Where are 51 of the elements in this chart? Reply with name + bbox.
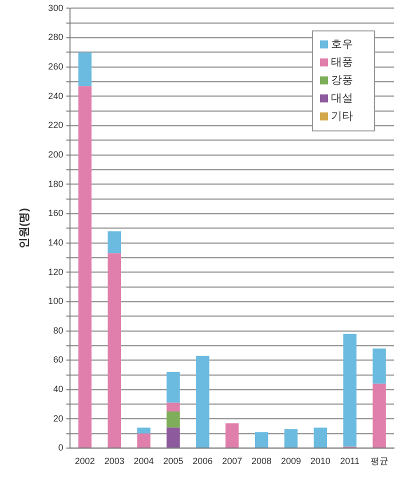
legend-label: 태풍	[331, 56, 353, 68]
legend-label: 강풍	[331, 74, 353, 86]
bar	[166, 372, 180, 403]
y-tick-label: 0	[58, 442, 64, 453]
legend-label: 기타	[331, 110, 353, 122]
legend-label: 대설	[331, 92, 353, 104]
x-tick-label: 2004	[134, 456, 154, 466]
bar	[343, 334, 356, 447]
y-tick-label: 300	[48, 2, 64, 13]
bar	[108, 231, 121, 254]
bar	[137, 434, 150, 448]
y-tick-label: 20	[53, 413, 64, 424]
y-tick-label: 260	[48, 62, 64, 72]
y-tick-label: 40	[53, 384, 64, 394]
bar	[166, 412, 180, 428]
y-tick-label: 220	[48, 120, 64, 130]
bar	[372, 384, 386, 448]
x-tick-label: 2009	[280, 456, 301, 466]
bar	[254, 432, 268, 448]
bar	[78, 86, 92, 448]
bar	[284, 429, 298, 448]
x-tick-label: 2007	[222, 456, 242, 466]
bar	[166, 402, 180, 412]
x-tick-label: 평균	[370, 456, 388, 466]
x-tick-label: 2008	[252, 456, 272, 466]
y-axis-title: 인원(명)	[18, 208, 31, 248]
y-tick-label: 180	[48, 178, 64, 189]
bar	[137, 428, 150, 434]
bar	[78, 52, 92, 86]
y-tick-label: 120	[48, 266, 64, 277]
y-tick-label: 240	[48, 90, 64, 101]
x-tick-label: 2010	[310, 456, 330, 466]
bar	[196, 356, 210, 448]
legend-label: 호우	[331, 38, 353, 50]
x-tick-label: 2006	[192, 456, 213, 466]
x-tick-label: 2002	[74, 456, 95, 466]
y-tick-label: 200	[48, 149, 64, 160]
x-tick-label: 2011	[340, 456, 360, 466]
y-tick-label: 80	[53, 325, 64, 336]
bar	[108, 253, 121, 448]
bar	[314, 428, 328, 448]
x-tick-label: 2003	[104, 456, 124, 466]
bar	[166, 428, 180, 448]
y-tick-label: 140	[48, 237, 64, 248]
y-tick-label: 160	[48, 208, 64, 218]
y-tick-label: 60	[53, 354, 64, 365]
bar	[372, 348, 386, 384]
x-tick-label: 2005	[163, 456, 184, 466]
y-tick-label: 100	[48, 296, 64, 306]
y-tick-label: 280	[48, 32, 64, 42]
bar	[225, 423, 239, 448]
